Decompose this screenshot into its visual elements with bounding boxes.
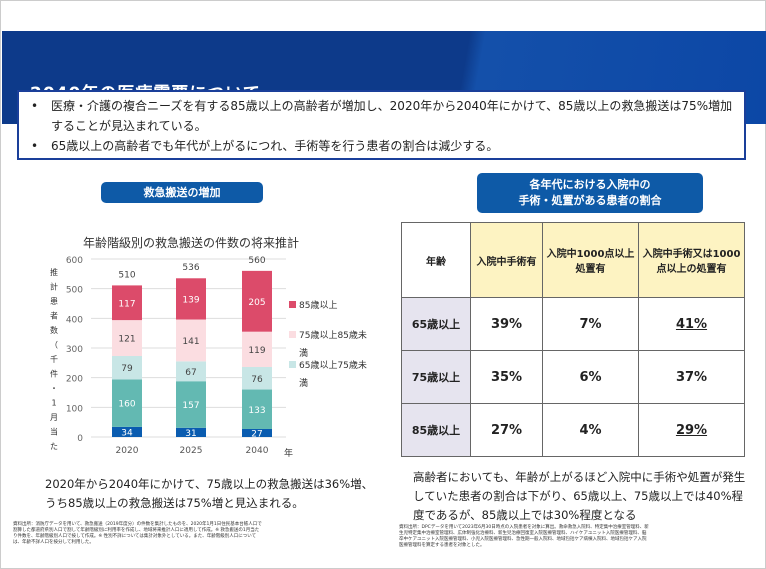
bar-segment bbox=[242, 366, 272, 390]
right-note: 高齢者においても、年齢が上がるほど入院中に手術や処置が発生していた患者の割合は下… bbox=[413, 470, 746, 522]
y-axis-label-char: 当 bbox=[50, 427, 58, 437]
legend-label: 85歳以上 bbox=[299, 299, 337, 311]
value-cell: 6% bbox=[542, 350, 639, 404]
surgery-ratio-table: 年齢 入院中手術有 入院中1000点以上処置有 入院中手術又は1000点以上の処… bbox=[401, 222, 745, 457]
bar-value-label: 117 bbox=[118, 299, 135, 309]
bar-segment bbox=[176, 381, 206, 428]
bar-total-label: 510 bbox=[118, 271, 135, 281]
bar-value-label: 27 bbox=[251, 429, 262, 439]
bar-segment bbox=[112, 356, 142, 380]
y-axis-label-char: ・ bbox=[50, 384, 58, 393]
bar-value-label: 34 bbox=[121, 428, 133, 438]
left-source: 資料出所：消防庁データを用いて、救急搬送（2019年度分）の件数を集計したものを… bbox=[13, 522, 262, 545]
bar-segment bbox=[242, 331, 272, 367]
header-either: 入院中手術又は1000点以上の処置有 bbox=[638, 222, 745, 298]
legend-swatch bbox=[289, 331, 296, 338]
table-row: 85歳以上 27% 4% 29% bbox=[401, 403, 745, 457]
value-cell: 7% bbox=[542, 297, 639, 351]
y-axis-label-char: 者 bbox=[50, 312, 58, 321]
age-cell: 85歳以上 bbox=[401, 403, 471, 457]
y-tick-label: 600 bbox=[66, 256, 83, 266]
table-row: 65歳以上 39% 7% 41% bbox=[401, 297, 745, 351]
bar-total-label: 536 bbox=[182, 263, 199, 273]
emergency-increase-label: 救急搬送の増加 bbox=[101, 182, 263, 203]
legend-swatch bbox=[289, 361, 296, 368]
summary-bullet: 65歳以上の高齢者でも年代が上がるにつれ、手術等を行う患者の割合は減少する。 bbox=[27, 136, 734, 156]
bar-segment bbox=[112, 426, 142, 437]
header-age: 年齢 bbox=[401, 222, 471, 298]
x-tick-label: 2020 bbox=[116, 446, 139, 456]
legend-label-wrap: 満 bbox=[299, 378, 308, 389]
bar-value-label: 119 bbox=[248, 346, 265, 356]
bar-value-label: 205 bbox=[248, 298, 265, 308]
bar-segment bbox=[112, 379, 142, 427]
value-cell: 4% bbox=[542, 403, 639, 457]
y-axis-label-char: 1 bbox=[51, 399, 56, 408]
y-tick-label: 500 bbox=[66, 286, 83, 296]
bar-segment bbox=[242, 389, 272, 429]
y-tick-label: 300 bbox=[66, 345, 83, 355]
bar-segment bbox=[176, 361, 206, 382]
bar-value-label: 141 bbox=[182, 337, 199, 347]
legend-swatch bbox=[289, 301, 296, 308]
chart-title: 年齢階級別の救急搬送の件数の将来推計 bbox=[83, 235, 299, 250]
bar-segment bbox=[176, 427, 206, 437]
value-cell: 41% bbox=[638, 297, 745, 351]
bar-segment bbox=[112, 320, 142, 357]
y-axis-label-char: 数 bbox=[50, 325, 58, 335]
age-cell: 65歳以上 bbox=[401, 297, 471, 351]
header-surgery: 入院中手術有 bbox=[470, 222, 543, 298]
right-source: 資料出所：DPCデータを用いて2023年6月30日時点の入院患者を対象に算出。救… bbox=[399, 525, 649, 548]
x-tick-label: 2040 bbox=[246, 446, 269, 456]
bar-segment bbox=[176, 278, 206, 320]
y-axis-label-char: 推 bbox=[50, 267, 58, 277]
y-tick-label: 100 bbox=[66, 404, 83, 414]
bar-value-label: 79 bbox=[121, 364, 133, 374]
y-tick-label: 200 bbox=[66, 375, 83, 385]
summary-bullet: 医療・介護の複合ニーズを有する85歳以上の高齢者が増加し、2020年から2040… bbox=[27, 96, 734, 136]
value-cell: 35% bbox=[470, 350, 543, 404]
y-axis-label-char: 患 bbox=[50, 296, 58, 306]
y-tick-label: 0 bbox=[77, 434, 83, 444]
bar-segment bbox=[242, 428, 272, 437]
x-tick-label: 2025 bbox=[180, 446, 203, 456]
bar-value-label: 76 bbox=[251, 375, 263, 385]
table-row: 75歳以上 35% 6% 37% bbox=[401, 350, 745, 404]
surgery-ratio-label: 各年代における入院中の 手術・処置がある患者の割合 bbox=[477, 173, 703, 213]
y-axis-label-char: （ bbox=[50, 341, 58, 350]
y-axis-label-char: た bbox=[50, 442, 58, 451]
bar-value-label: 67 bbox=[185, 368, 196, 378]
y-axis-label-char: 件 bbox=[50, 369, 58, 379]
table-header-row: 年齢 入院中手術有 入院中1000点以上処置有 入院中手術又は1000点以上の処… bbox=[401, 222, 745, 298]
left-note: 2020年から2040年にかけて、75歳以上の救急搬送は36%増、うち85歳以上… bbox=[45, 477, 374, 510]
bar-value-label: 160 bbox=[118, 400, 135, 410]
y-axis-label-char: 月 bbox=[50, 413, 58, 422]
summary-box: 医療・介護の複合ニーズを有する85歳以上の高齢者が増加し、2020年から2040… bbox=[17, 90, 746, 160]
y-axis-label-char: 計 bbox=[50, 282, 58, 292]
emergency-transport-chart: 年齢階級別の救急搬送の件数の将来推計 0 100 200 300 400 500 600 推計患… bbox=[50, 235, 367, 459]
bar-total-label: 560 bbox=[248, 256, 265, 266]
y-tick-label: 400 bbox=[66, 315, 83, 325]
bar-value-label: 139 bbox=[182, 295, 199, 305]
bar-segment bbox=[242, 270, 272, 332]
bar-segment bbox=[176, 319, 206, 362]
legend-label: 65歳以上75歳未 bbox=[299, 359, 367, 371]
legend-label-wrap: 満 bbox=[299, 348, 308, 359]
value-cell: 39% bbox=[470, 297, 543, 351]
bar-value-label: 31 bbox=[185, 429, 196, 439]
y-axis-label-char: 千 bbox=[50, 354, 58, 364]
header-procedure: 入院中1000点以上処置有 bbox=[542, 222, 639, 298]
bar-value-label: 157 bbox=[182, 401, 199, 411]
value-cell: 37% bbox=[638, 350, 745, 404]
bar-segment bbox=[112, 285, 142, 321]
bar-value-label: 133 bbox=[248, 406, 265, 416]
legend-label: 75歳以上85歳未 bbox=[299, 329, 367, 341]
bar-value-label: 121 bbox=[118, 335, 135, 345]
value-cell: 29% bbox=[638, 403, 745, 457]
age-cell: 75歳以上 bbox=[401, 350, 471, 404]
x-axis-label: 年 bbox=[284, 447, 293, 459]
value-cell: 27% bbox=[470, 403, 543, 457]
